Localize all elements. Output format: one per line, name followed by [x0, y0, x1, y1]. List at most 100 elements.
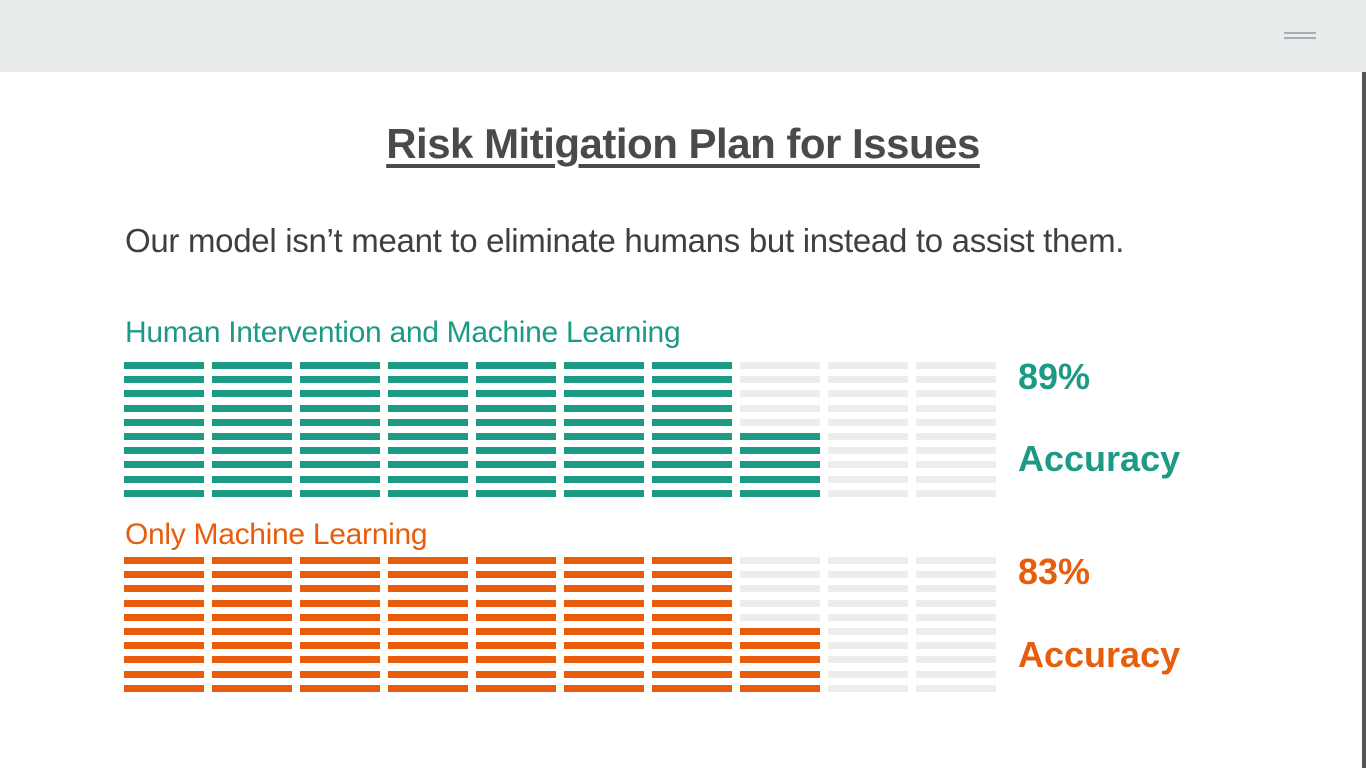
bar-stripe: [300, 599, 380, 607]
bar-stripe: [916, 628, 996, 635]
bar-stripe: [740, 613, 820, 621]
bar-stripe: [388, 628, 468, 635]
bar-stripe: [564, 585, 644, 593]
bar-stripe: [828, 475, 908, 483]
bar-stripe: [476, 489, 556, 497]
bar-stripe: [124, 404, 204, 412]
bar-stripe: [388, 376, 468, 384]
bar-stripe: [828, 433, 908, 440]
bar-stripe: [212, 585, 292, 593]
bar-stripe: [916, 571, 996, 579]
bar-stripe: [740, 376, 820, 384]
bar-stripe: [124, 418, 204, 426]
bar-stripe: [388, 684, 468, 692]
bar-stripe: [300, 376, 380, 384]
bar-stripe: [564, 376, 644, 384]
bar-stripe: [300, 557, 380, 564]
bar-column: [652, 557, 732, 699]
bar-stripe: [828, 390, 908, 398]
bar-stripe: [476, 684, 556, 692]
bar-stripe: [388, 642, 468, 650]
bar-stripe: [124, 376, 204, 384]
bar-stripe: [212, 404, 292, 412]
bar-stripe: [652, 557, 732, 564]
hamburger-menu-icon[interactable]: [1278, 24, 1322, 52]
bar-stripe: [564, 557, 644, 564]
bar-stripe: [388, 362, 468, 369]
bar-stripe: [212, 656, 292, 664]
bar-stripe: [828, 585, 908, 593]
bar-column: [652, 362, 732, 504]
bar-stripe: [300, 628, 380, 635]
bar-column: [300, 362, 380, 504]
bar-column: [828, 362, 908, 504]
bar-stripe: [564, 684, 644, 692]
bar-column: [212, 362, 292, 504]
bar-stripe: [124, 684, 204, 692]
bar-stripe: [916, 461, 996, 469]
bar-stripe: [300, 656, 380, 664]
bar-column: [388, 557, 468, 699]
bar-stripe: [916, 557, 996, 564]
bar-stripe: [476, 447, 556, 455]
bar-column: [476, 557, 556, 699]
bar-stripe: [212, 376, 292, 384]
bar-stripe: [564, 489, 644, 497]
bar-stripe: [300, 362, 380, 369]
bar-stripe: [564, 656, 644, 664]
bar-stripe: [124, 447, 204, 455]
bar-stripe: [828, 557, 908, 564]
bar-stripe: [476, 418, 556, 426]
bar-stripe: [124, 656, 204, 664]
bar-stripe: [124, 670, 204, 678]
bar-column: [740, 557, 820, 699]
bar-stripe: [916, 613, 996, 621]
bar-stripe: [652, 684, 732, 692]
bar-stripe: [740, 684, 820, 692]
bar-stripe: [124, 433, 204, 440]
bar-stripe: [740, 571, 820, 579]
bar-stripe: [652, 433, 732, 440]
bar-stripe: [212, 684, 292, 692]
menu-line: [1284, 32, 1316, 34]
slide-title: Risk Mitigation Plan for Issues: [386, 120, 980, 167]
bar-stripe: [124, 362, 204, 369]
bar-stripe: [740, 557, 820, 564]
bar-stripe: [476, 585, 556, 593]
bar-stripe: [652, 642, 732, 650]
bar-stripe: [300, 684, 380, 692]
bar-stripe: [828, 628, 908, 635]
bar-stripe: [916, 656, 996, 664]
bar-stripe: [564, 433, 644, 440]
percent-human-ml: 89%: [1018, 356, 1091, 397]
bar-stripe: [916, 404, 996, 412]
bar-stripe: [212, 571, 292, 579]
bar-stripe: [916, 418, 996, 426]
bar-column: [124, 362, 204, 504]
bar-stripe: [388, 489, 468, 497]
group-label-only-ml: Only Machine Learning: [125, 518, 428, 551]
bar-stripe: [124, 571, 204, 579]
bar-stripe: [476, 557, 556, 564]
bar-stripe: [300, 418, 380, 426]
menu-line: [1284, 37, 1316, 39]
bar-stripe: [916, 447, 996, 455]
bar-column: [564, 362, 644, 504]
slide-subtitle: Our model isn’t meant to eliminate human…: [125, 222, 1125, 259]
bar-stripe: [652, 670, 732, 678]
bar-stripe: [916, 599, 996, 607]
bar-stripe: [300, 461, 380, 469]
bar-stripe: [124, 628, 204, 635]
bar-stripe: [916, 684, 996, 692]
bar-stripe: [476, 670, 556, 678]
bar-stripe: [212, 642, 292, 650]
bar-stripe: [740, 642, 820, 650]
bar-stripe: [124, 599, 204, 607]
bar-stripe: [564, 404, 644, 412]
bar-stripe: [476, 571, 556, 579]
bar-stripe: [564, 642, 644, 650]
bar-stripe: [476, 362, 556, 369]
bar-stripe: [388, 404, 468, 412]
bar-stripe: [652, 656, 732, 664]
bar-stripe: [388, 656, 468, 664]
